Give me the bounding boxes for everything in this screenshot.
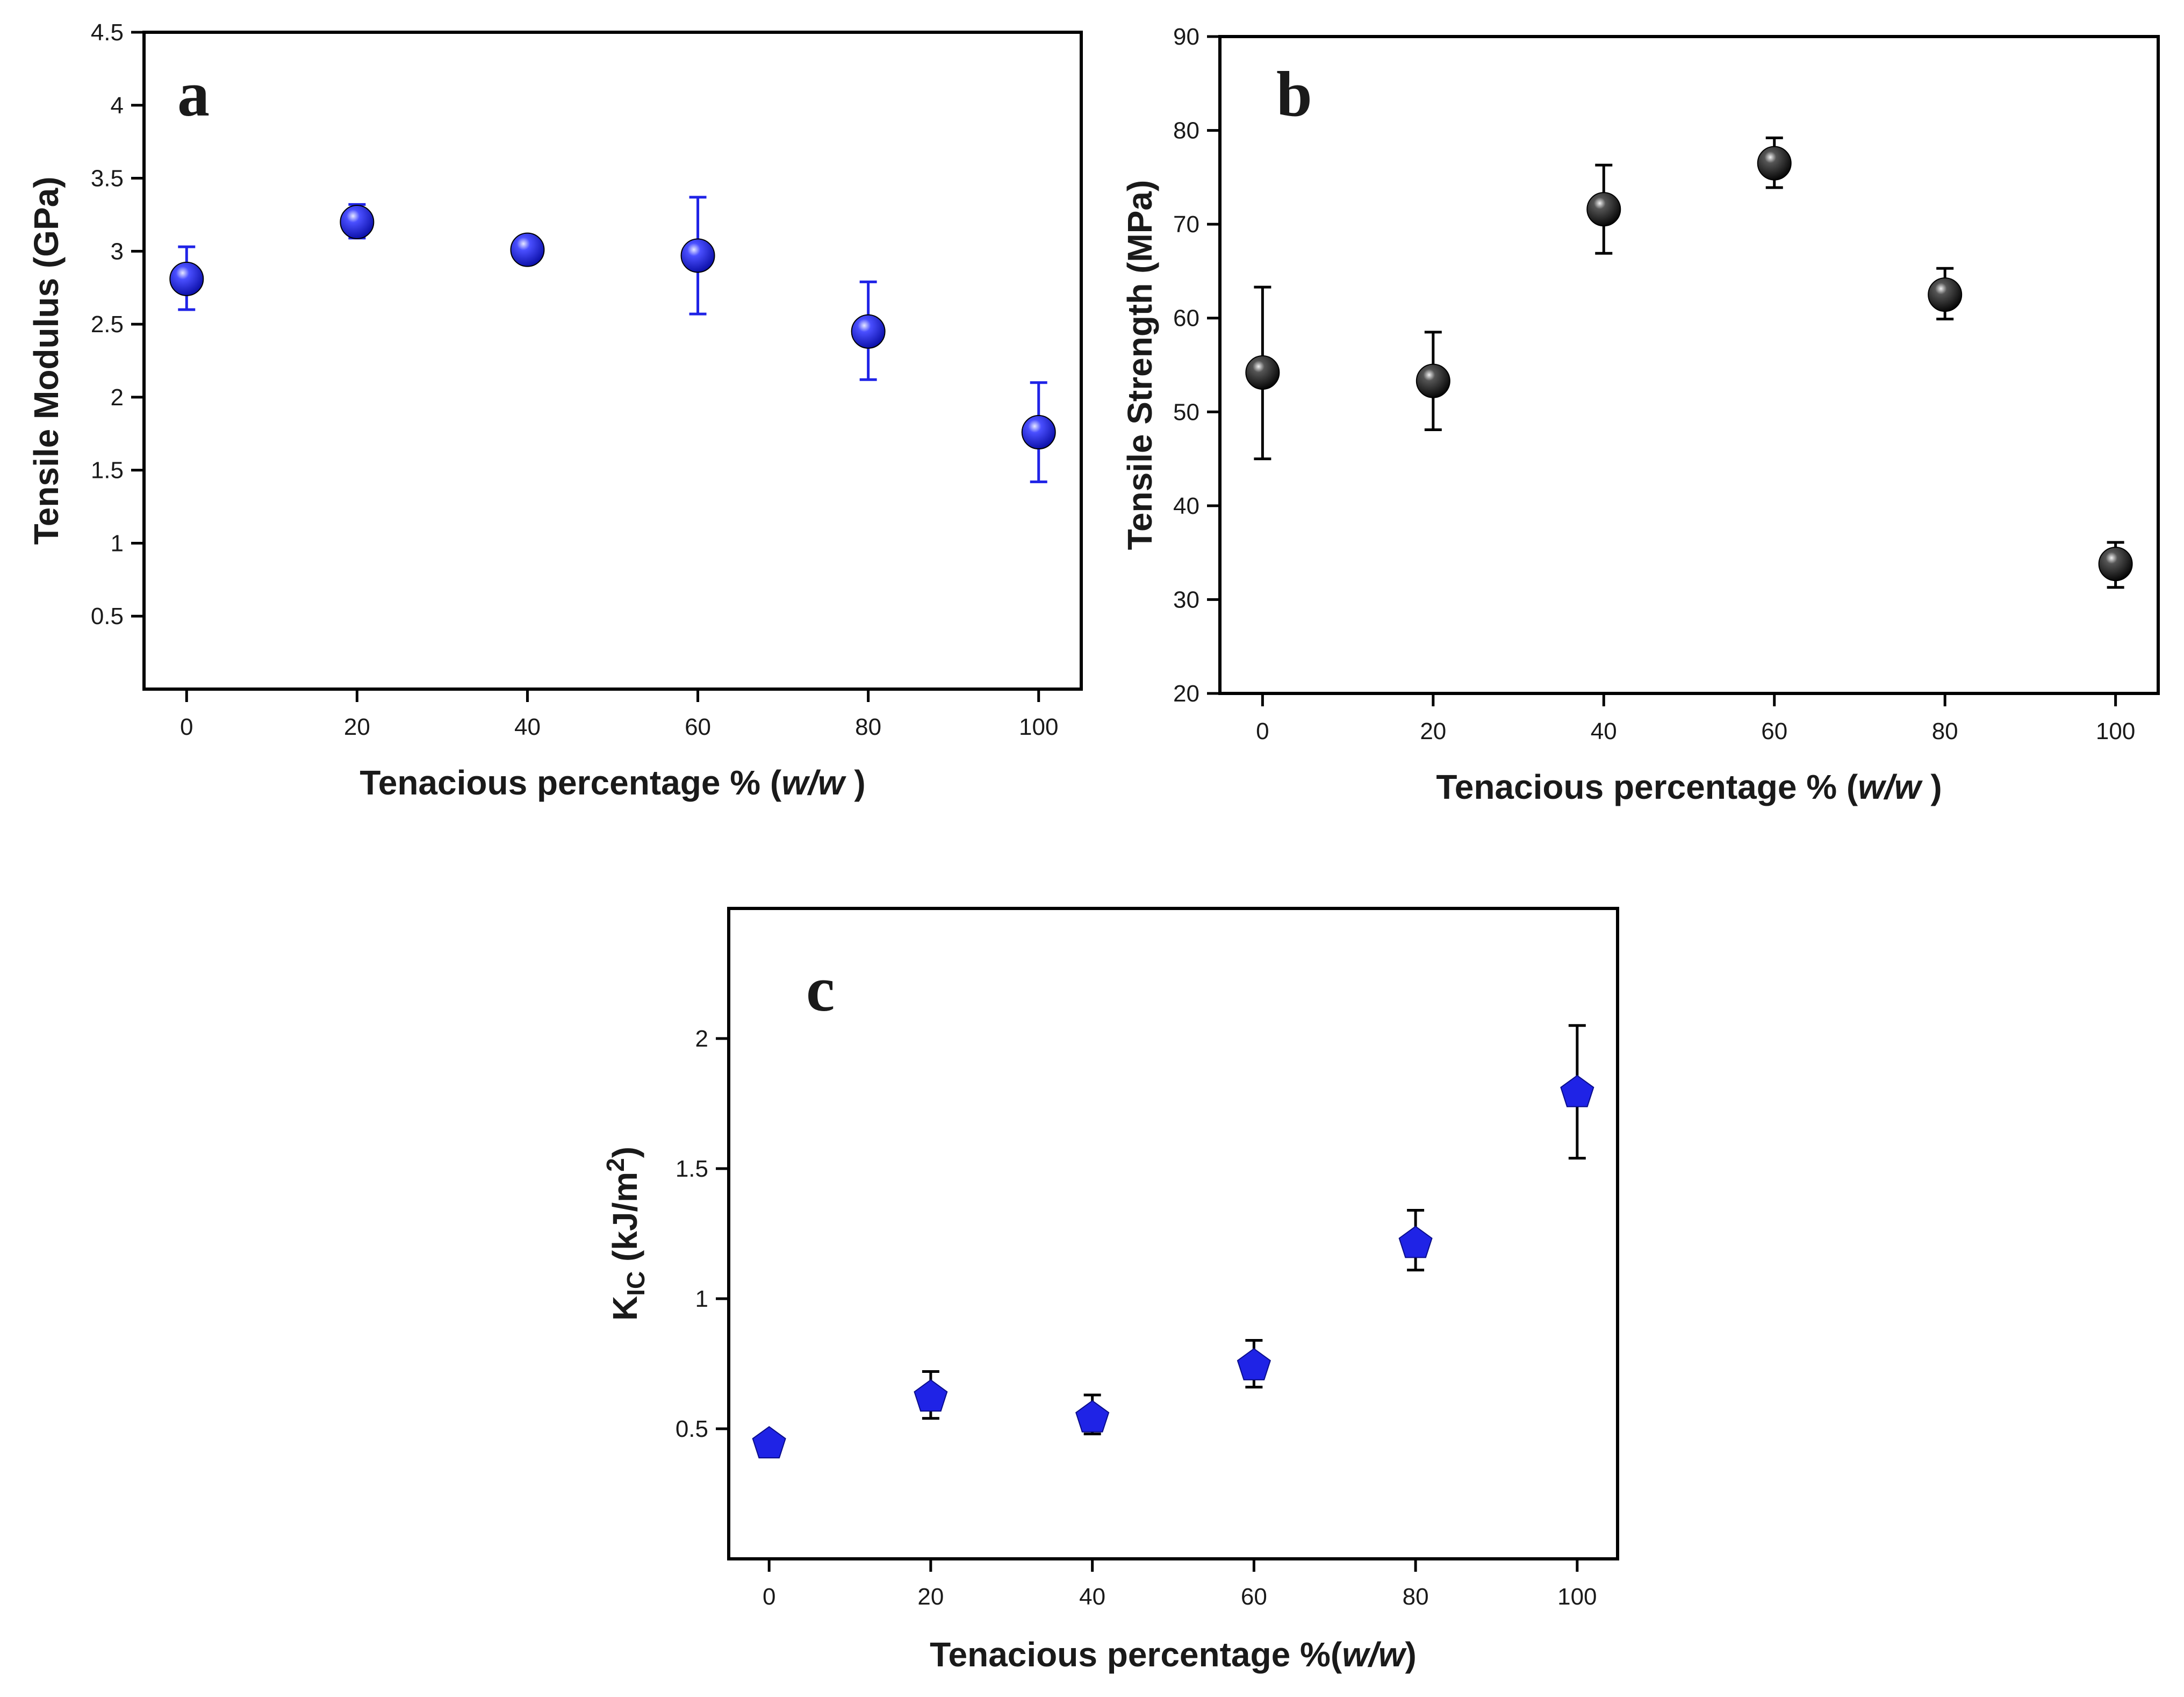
data-point — [510, 232, 545, 267]
y-axis-title: Tensile Strength (MPa) — [1120, 180, 1159, 550]
marker — [1928, 277, 1963, 312]
y-axis-title: Tensile Modulus (GPa) — [27, 176, 66, 545]
data-point — [1586, 163, 1621, 255]
panel-letter: a — [177, 58, 210, 130]
y-tick-label: 90 — [1173, 24, 1199, 50]
y-tick-label: 2.5 — [91, 311, 124, 338]
marker — [1021, 415, 1056, 450]
x-tick-label: 60 — [685, 714, 711, 740]
data-point — [2098, 541, 2133, 589]
marker — [1075, 1400, 1110, 1433]
x-tick-label: 40 — [1079, 1584, 1105, 1610]
marker — [1560, 1075, 1594, 1107]
y-tick-label: 1 — [695, 1286, 708, 1312]
y-axis-title: KIC (kJ/m2) — [601, 1147, 650, 1321]
data-point — [914, 1370, 948, 1420]
panel-letter: b — [1276, 58, 1312, 130]
x-tick-label: 80 — [1932, 718, 1958, 744]
marker — [1245, 355, 1280, 390]
panel-letter: c — [806, 953, 835, 1025]
y-tick-label: 70 — [1173, 211, 1199, 238]
y-tick-label: 1.5 — [676, 1156, 708, 1182]
data-point — [1757, 137, 1792, 189]
x-tick-label: 80 — [1403, 1584, 1429, 1610]
y-tick-label: 0.5 — [676, 1416, 708, 1442]
marker — [914, 1379, 948, 1412]
y-tick-label: 3.5 — [91, 166, 124, 192]
data-point — [1245, 285, 1280, 461]
marker — [510, 232, 545, 267]
marker — [680, 238, 715, 273]
y-tick-label: 40 — [1173, 493, 1199, 519]
x-tick-label: 20 — [917, 1584, 944, 1610]
y-tick-label: 60 — [1173, 305, 1199, 332]
x-axis-title: Tenacious percentage % (w/w ) — [360, 763, 865, 802]
panel-b-tensile-strength: 0 20 40 60 80 100 20 30 40 50 60 70 80 90 b Tenacious p… — [1120, 24, 2160, 806]
marker — [851, 314, 886, 349]
y-tick-label: 20 — [1173, 681, 1199, 707]
x-axis-title: Tenacious percentage %(w/w) — [930, 1635, 1417, 1674]
data-point — [1928, 267, 1963, 320]
y-tick-label: 1 — [111, 530, 124, 556]
x-tick-label: 100 — [2096, 718, 2135, 744]
plot-frame — [1218, 35, 2160, 695]
plot-frame — [727, 907, 1619, 1560]
x-tick-label: 0 — [763, 1584, 775, 1610]
data-point — [1560, 1024, 1594, 1160]
y-tick-label: 4.5 — [91, 19, 124, 46]
x-tick-label: 20 — [344, 714, 370, 740]
y-tick-label: 1.5 — [91, 457, 124, 484]
x-tick-label: 100 — [1557, 1584, 1597, 1610]
data-point — [851, 280, 886, 381]
data-point — [1021, 381, 1056, 483]
x-tick-label: 40 — [1591, 718, 1617, 744]
y-tick-label: 0.5 — [91, 603, 124, 629]
y-tick-label: 2 — [111, 384, 124, 411]
x-tick-label: 60 — [1241, 1584, 1267, 1610]
data-point — [169, 245, 204, 311]
marker — [169, 261, 204, 296]
data-point — [1398, 1208, 1433, 1272]
y-tick-label: 80 — [1173, 118, 1199, 144]
x-axis-title: Tenacious percentage % (w/w ) — [1436, 768, 1942, 806]
marker — [340, 205, 375, 240]
x-tick-label: 100 — [1019, 714, 1058, 740]
marker — [2098, 547, 2133, 582]
data-point — [752, 1426, 786, 1459]
y-tick-label: 2 — [695, 1026, 708, 1052]
y-tick-label: 3 — [111, 238, 124, 264]
data-point — [1075, 1393, 1110, 1436]
marker — [1586, 192, 1621, 227]
marker — [1237, 1348, 1271, 1380]
x-tick-label: 60 — [1761, 718, 1787, 744]
panel-c-fracture-toughness: 0 20 40 60 80 100 0.5 1 1.5 2 c Tenacious percentag… — [601, 907, 1619, 1674]
plot-frame — [142, 31, 1083, 691]
data-point — [1237, 1338, 1271, 1389]
marker — [752, 1426, 786, 1459]
marker — [1416, 363, 1450, 398]
data-point — [680, 196, 715, 316]
y-tick-label: 30 — [1173, 586, 1199, 613]
data-point — [340, 203, 375, 240]
x-tick-label: 80 — [855, 714, 881, 740]
y-tick-label: 4 — [111, 92, 124, 119]
marker — [1398, 1226, 1433, 1258]
x-tick-label: 20 — [1420, 718, 1446, 744]
x-tick-label: 0 — [180, 714, 193, 740]
y-tick-label: 50 — [1173, 399, 1199, 425]
x-tick-label: 0 — [1256, 718, 1269, 744]
panel-a-tensile-modulus: 0 20 40 60 80 100 0.5 1 1.5 2 2.5 3 3.5 4 4.5 a Tenaciou… — [27, 19, 1083, 802]
x-tick-label: 40 — [514, 714, 541, 740]
data-point — [1416, 331, 1450, 431]
marker — [1757, 146, 1792, 181]
